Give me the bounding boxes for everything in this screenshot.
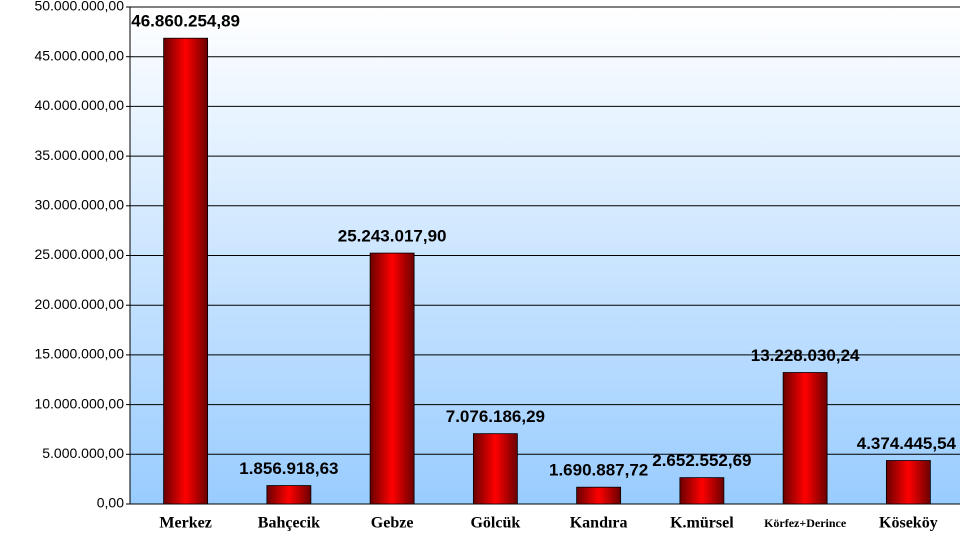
x-tick-label: K.mürsel: [670, 515, 734, 532]
y-tick-label: 5.000.000,00: [42, 445, 124, 461]
bar: [266, 485, 312, 505]
value-label: 25.243.017,90: [338, 227, 447, 246]
bar: [163, 37, 209, 505]
y-tick-label: 45.000.000,00: [34, 47, 124, 63]
x-tick-label: Gölcük: [470, 515, 520, 532]
y-tick-label: 15.000.000,00: [34, 346, 124, 362]
x-tick-label: Körfez+Derince: [764, 516, 847, 530]
y-tick-label: 10.000.000,00: [34, 395, 124, 411]
y-tick-label: 40.000.000,00: [34, 97, 124, 113]
y-tick-label: 30.000.000,00: [34, 197, 124, 213]
bar: [576, 486, 622, 505]
bar: [782, 372, 828, 505]
value-label: 1.690.887,72: [549, 461, 648, 480]
value-label: 46.860.254,89: [131, 12, 240, 31]
value-label: 13.228.030,24: [751, 346, 860, 365]
x-tick-label: Bahçecik: [258, 515, 320, 532]
y-tick-label: 35.000.000,00: [34, 147, 124, 163]
value-label: 4.374.445,54: [857, 434, 957, 453]
y-tick-label: 20.000.000,00: [34, 296, 124, 312]
x-tick-label: Köseköy: [879, 515, 938, 532]
bar: [472, 433, 518, 505]
value-label: 7.076.186,29: [446, 407, 545, 426]
value-label: 1.856.918,63: [239, 459, 338, 478]
x-tick-label: Merkez: [159, 515, 211, 532]
y-tick-label: 50.000.000,00: [34, 0, 124, 14]
bar: [885, 460, 931, 505]
y-tick-label: 25.000.000,00: [34, 246, 124, 262]
bar: [369, 252, 415, 505]
bar: [679, 477, 725, 505]
value-label: 2.652.552,69: [652, 451, 751, 470]
x-tick-label: Kandıra: [570, 515, 628, 532]
x-tick-label: Gebze: [371, 515, 414, 532]
y-tick-label: 0,00: [97, 495, 124, 511]
